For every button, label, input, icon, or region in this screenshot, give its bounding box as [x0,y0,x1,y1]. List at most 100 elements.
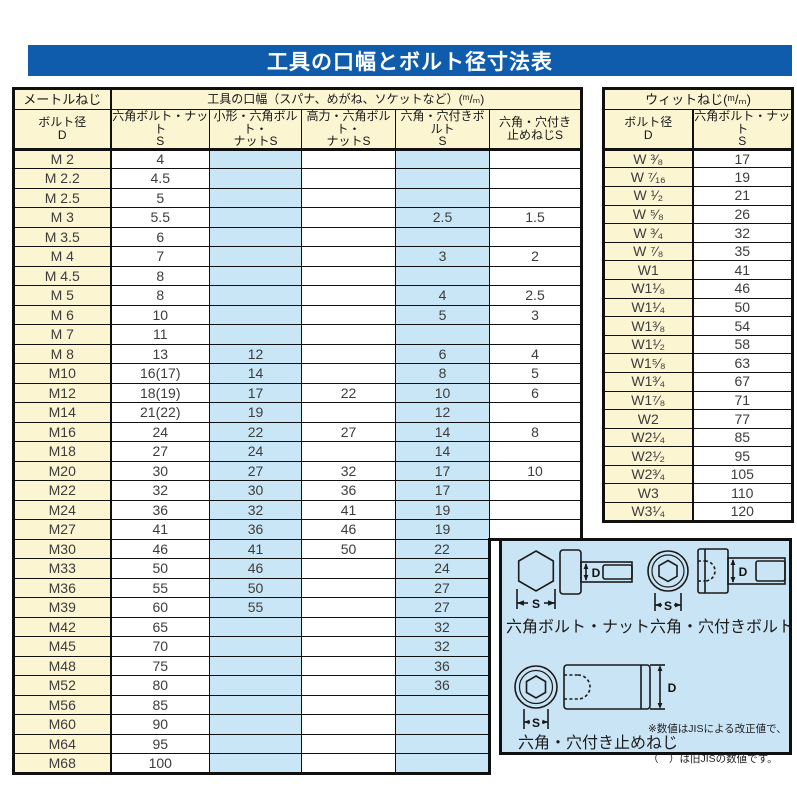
width-value-cell: 46 [692,278,794,299]
bolt-diameter-cell: M 2.2 [12,168,112,189]
table-row: W2 77 [602,409,794,429]
width-value-cell: 24 [395,558,491,579]
width-value-cell: 18(19) [110,382,210,404]
table-row: W1 41 [602,260,794,280]
width-value-cell [395,265,490,287]
width-value-cell: 90 [110,714,210,735]
table-row: M27 41 36 46 19 [12,519,583,541]
table-row: M22 32 30 36 17 [12,480,583,501]
width-value-cell: 32 [395,636,491,657]
bolt-diameter-cell: M 5 [12,285,112,306]
width-value-cell [395,226,490,248]
width-value-cell: 11 [110,324,210,345]
width-value-cell: 19 [395,499,490,521]
bolt-diameter-cell: M 7 [12,324,112,345]
width-value-cell: 2.5 [395,207,490,228]
table-row: W1¹⁄₈ 46 [602,278,794,299]
width-value-cell: 27 [395,597,491,618]
table-row: M42 65 32 [12,616,582,638]
bolt-diameter-cell: W2 [602,409,694,429]
table-row: M45 70 32 [12,636,582,657]
width-value-cell: 105 [692,464,794,485]
table-row: M10 16(17) 14 8 5 [12,363,583,384]
width-value-cell: 10 [489,460,583,482]
width-value-cell: 5 [395,304,490,326]
metric-table: メートルねじ 工具の口幅（スパナ、めがね、ソケットなど）(ᵐ/ₘ) ボルト径 D 六角… [12,87,583,775]
width-value-cell [209,285,302,306]
width-value-cell: 6 [489,382,583,404]
set-screw-side-icon [563,664,665,710]
column-header: 小形・六角ボルト・ ナットS [209,109,302,151]
width-value-cell [395,694,491,716]
width-value-cell: 46 [110,538,210,560]
width-value-cell [301,694,396,716]
width-value-cell: 41 [692,260,794,280]
column-header: 高力・六角ボルト・ ナットS [301,109,396,151]
width-value-cell [301,363,396,384]
width-value-cell [209,187,302,209]
width-value-cell [301,343,396,365]
table-row: W3¹⁄₄ 120 [602,502,794,523]
width-value-cell: 19 [692,167,794,187]
width-value-cell: 4 [395,285,490,306]
table-row: M 4.5 8 [12,265,583,287]
width-value-cell: 36 [395,675,491,696]
table-row: M 5 8 4 2.5 [12,285,583,306]
width-value-cell [209,246,302,267]
width-value-cell: 54 [692,316,794,336]
width-value-cell [301,753,396,775]
width-value-cell [301,655,396,677]
table-row: W ⁵⁄₈ 26 [602,204,794,225]
width-value-cell [209,675,302,696]
width-value-cell: 71 [692,390,794,411]
width-value-cell: 7 [110,246,210,267]
width-value-cell: 55 [209,597,302,618]
table-row: M48 75 36 [12,655,582,677]
socket-bolt-side-icon [697,548,786,594]
bolt-diameter-cell: M48 [12,655,112,677]
column-header: ボルト径 D [12,109,112,151]
width-value-cell [209,636,302,657]
width-value-cell [209,207,302,228]
table-row: W ³⁄₈ 17 [602,148,794,169]
width-value-cell: 8 [395,363,490,384]
width-value-cell: 26 [692,204,794,225]
bolt-diameter-cell: M30 [12,538,112,560]
socket-bolt-front-icon [647,550,689,611]
width-value-cell: 67 [692,371,794,392]
hex-bolt-front-icon [516,550,556,609]
width-value-cell: 10 [395,382,490,404]
set-screw-front-icon [514,665,558,729]
table-row: M33 50 46 24 [12,558,582,579]
width-value-cell [489,402,583,423]
bolt-diameter-cell: W ⁵⁄₈ [602,204,694,225]
bolt-diameter-cell: M20 [12,460,112,482]
dim-s-label: S [532,716,540,730]
width-value-cell: 5 [489,363,583,384]
width-value-cell [395,324,490,345]
bolt-diameter-cell: W2¹⁄₄ [602,427,694,448]
width-value-cell [301,324,396,345]
width-value-cell: 24 [110,421,210,443]
table-row: W1¹⁄₂ 58 [602,334,794,355]
dim-d-label: D [592,566,601,580]
table-row: M14 21(22) 19 12 [12,402,583,423]
width-value-cell: 85 [692,427,794,448]
width-value-cell: 22 [395,538,491,560]
width-value-cell: 36 [395,655,491,677]
bolt-diameter-cell: M33 [12,558,112,579]
jis-note: ※数値はJISによる改正値で、 （ ）は旧JISの数値です。 [648,707,788,767]
width-value-cell [301,246,396,267]
width-value-cell [301,285,396,306]
table-row: M56 85 [12,694,582,716]
width-value-cell: 5 [110,187,210,209]
bolt-diameter-cell: M45 [12,636,112,657]
table-row: M68 100 [12,753,582,775]
bolt-diameter-cell: W1¹⁄₈ [602,278,694,299]
page-title: 工具の口幅とボルト径寸法表 [267,50,553,74]
width-value-cell [209,616,302,638]
width-value-cell: 12 [209,343,302,365]
table-row: M39 60 55 27 [12,597,582,618]
width-value-cell [395,753,491,775]
